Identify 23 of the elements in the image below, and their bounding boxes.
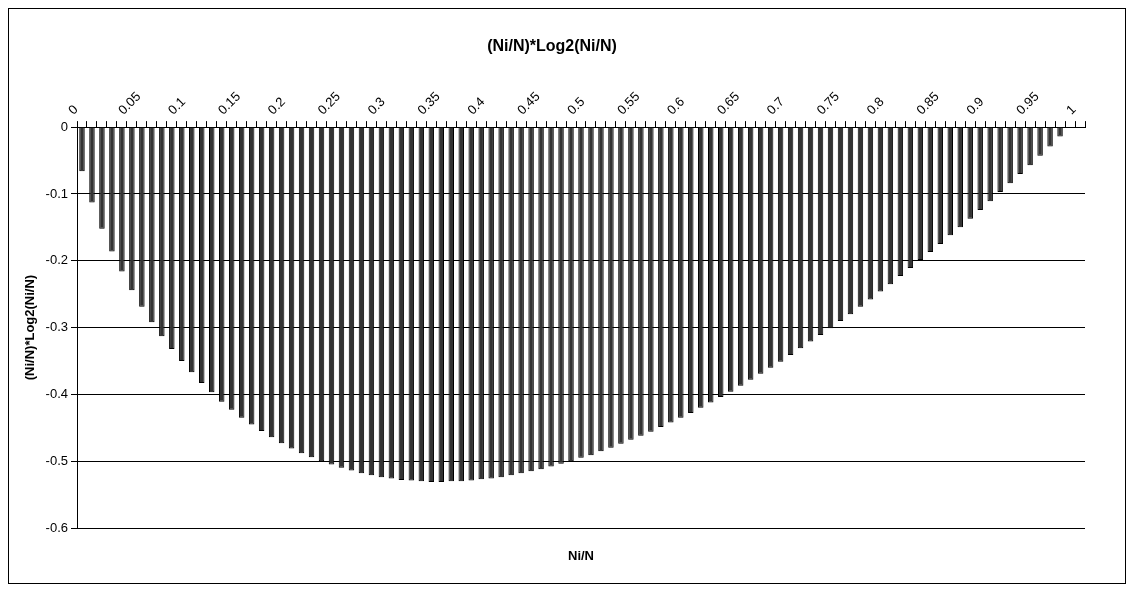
x-tick-label: 0 [65, 101, 81, 118]
y-tick-label: -0.1 [45, 185, 68, 201]
x-tick-label: 0.5 [564, 93, 588, 118]
x-tick-label: 0.1 [164, 93, 189, 118]
y-tick-label: -0.6 [45, 519, 68, 535]
x-tick-label: 1 [1063, 101, 1079, 118]
y-tick-label: -0.4 [45, 385, 68, 401]
x-tick-label: 0.2 [264, 93, 288, 118]
y-tick-label: -0.5 [45, 452, 68, 468]
x-tick-label: 0.3 [364, 93, 388, 118]
x-tick-label: 0.4 [464, 93, 488, 118]
chart-title: (Ni/N)*Log2(Ni/N) [487, 37, 617, 55]
x-tick-label: 0.9 [963, 93, 987, 118]
x-tick-label: 0.15 [214, 88, 244, 118]
x-tick-label: 0.65 [713, 88, 743, 118]
x-tick-label: 0.8 [863, 93, 887, 118]
x-tick-label: 0.6 [663, 93, 688, 118]
y-tick-label: -0.2 [45, 252, 68, 268]
x-tick-label: 0.7 [763, 93, 788, 118]
y-tick-label: 0 [60, 118, 68, 134]
y-tick-label: -0.3 [45, 319, 68, 335]
y-axis-title: (Ni/N)*Log2(Ni/N) [22, 274, 38, 381]
x-axis-title: Ni/N [568, 547, 594, 563]
